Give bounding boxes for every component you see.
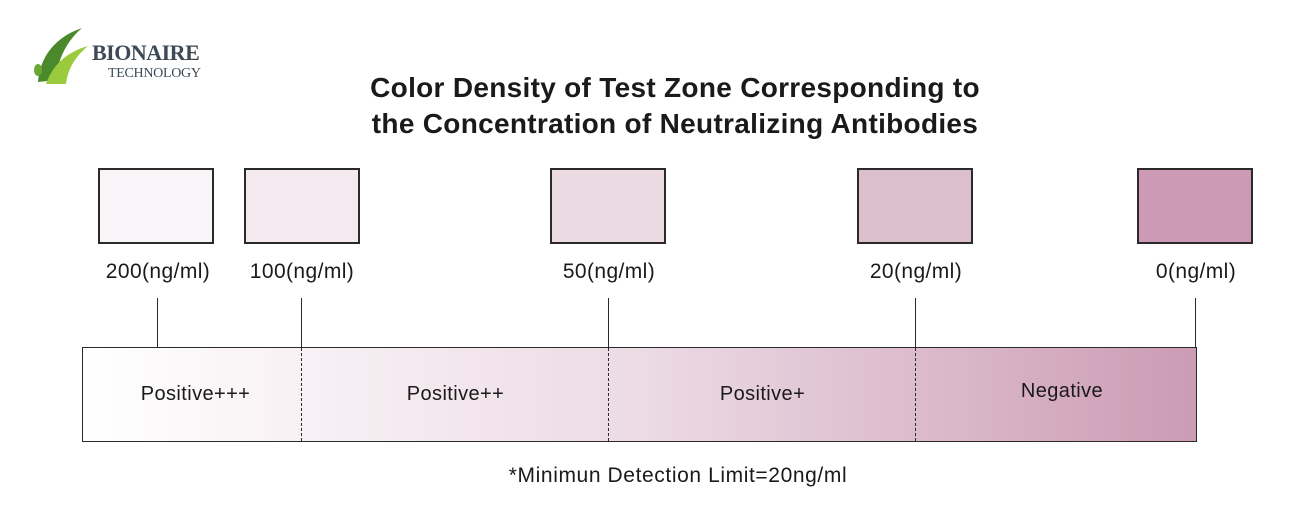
footnote: *Minimun Detection Limit=20ng/ml <box>508 464 848 487</box>
logo-name: BIONAIRE <box>92 40 200 65</box>
zone-positive-1: Positive+ <box>719 383 806 405</box>
zone-divider <box>301 348 302 441</box>
zone-divider <box>608 348 609 441</box>
tick-200 <box>157 298 158 348</box>
swatch-50 <box>550 168 666 244</box>
zone-positive-3: Positive+++ <box>140 383 251 405</box>
tick-0 <box>1195 298 1196 348</box>
label-50: 50(ng/ml) <box>562 260 656 283</box>
zone-negative: Negative <box>1020 380 1104 402</box>
label-0: 0(ng/ml) <box>1155 260 1237 283</box>
swatch-20 <box>857 168 973 244</box>
zone-positive-2: Positive++ <box>406 383 505 405</box>
bionaire-leaf-icon <box>34 28 88 84</box>
swatch-200 <box>98 168 214 244</box>
zone-divider <box>915 348 916 441</box>
logo-subtitle: TECHNOLOGY <box>108 66 201 81</box>
label-200: 200(ng/ml) <box>105 260 211 283</box>
tick-100 <box>301 298 302 348</box>
concentration-bar: Positive+++ Positive++ Positive+ Negativ… <box>82 347 1197 442</box>
label-100: 100(ng/ml) <box>249 260 355 283</box>
tick-20 <box>915 298 916 348</box>
title-line-2: the Concentration of Neutralizing Antibo… <box>371 108 979 139</box>
swatch-0 <box>1137 168 1253 244</box>
diagram-title: Color Density of Test Zone Corresponding… <box>0 70 1290 142</box>
tick-50 <box>608 298 609 348</box>
title-line-1: Color Density of Test Zone Corresponding… <box>370 72 980 103</box>
label-20: 20(ng/ml) <box>869 260 963 283</box>
logo: BIONAIRE TECHNOLOGY <box>30 22 230 92</box>
swatch-100 <box>244 168 360 244</box>
